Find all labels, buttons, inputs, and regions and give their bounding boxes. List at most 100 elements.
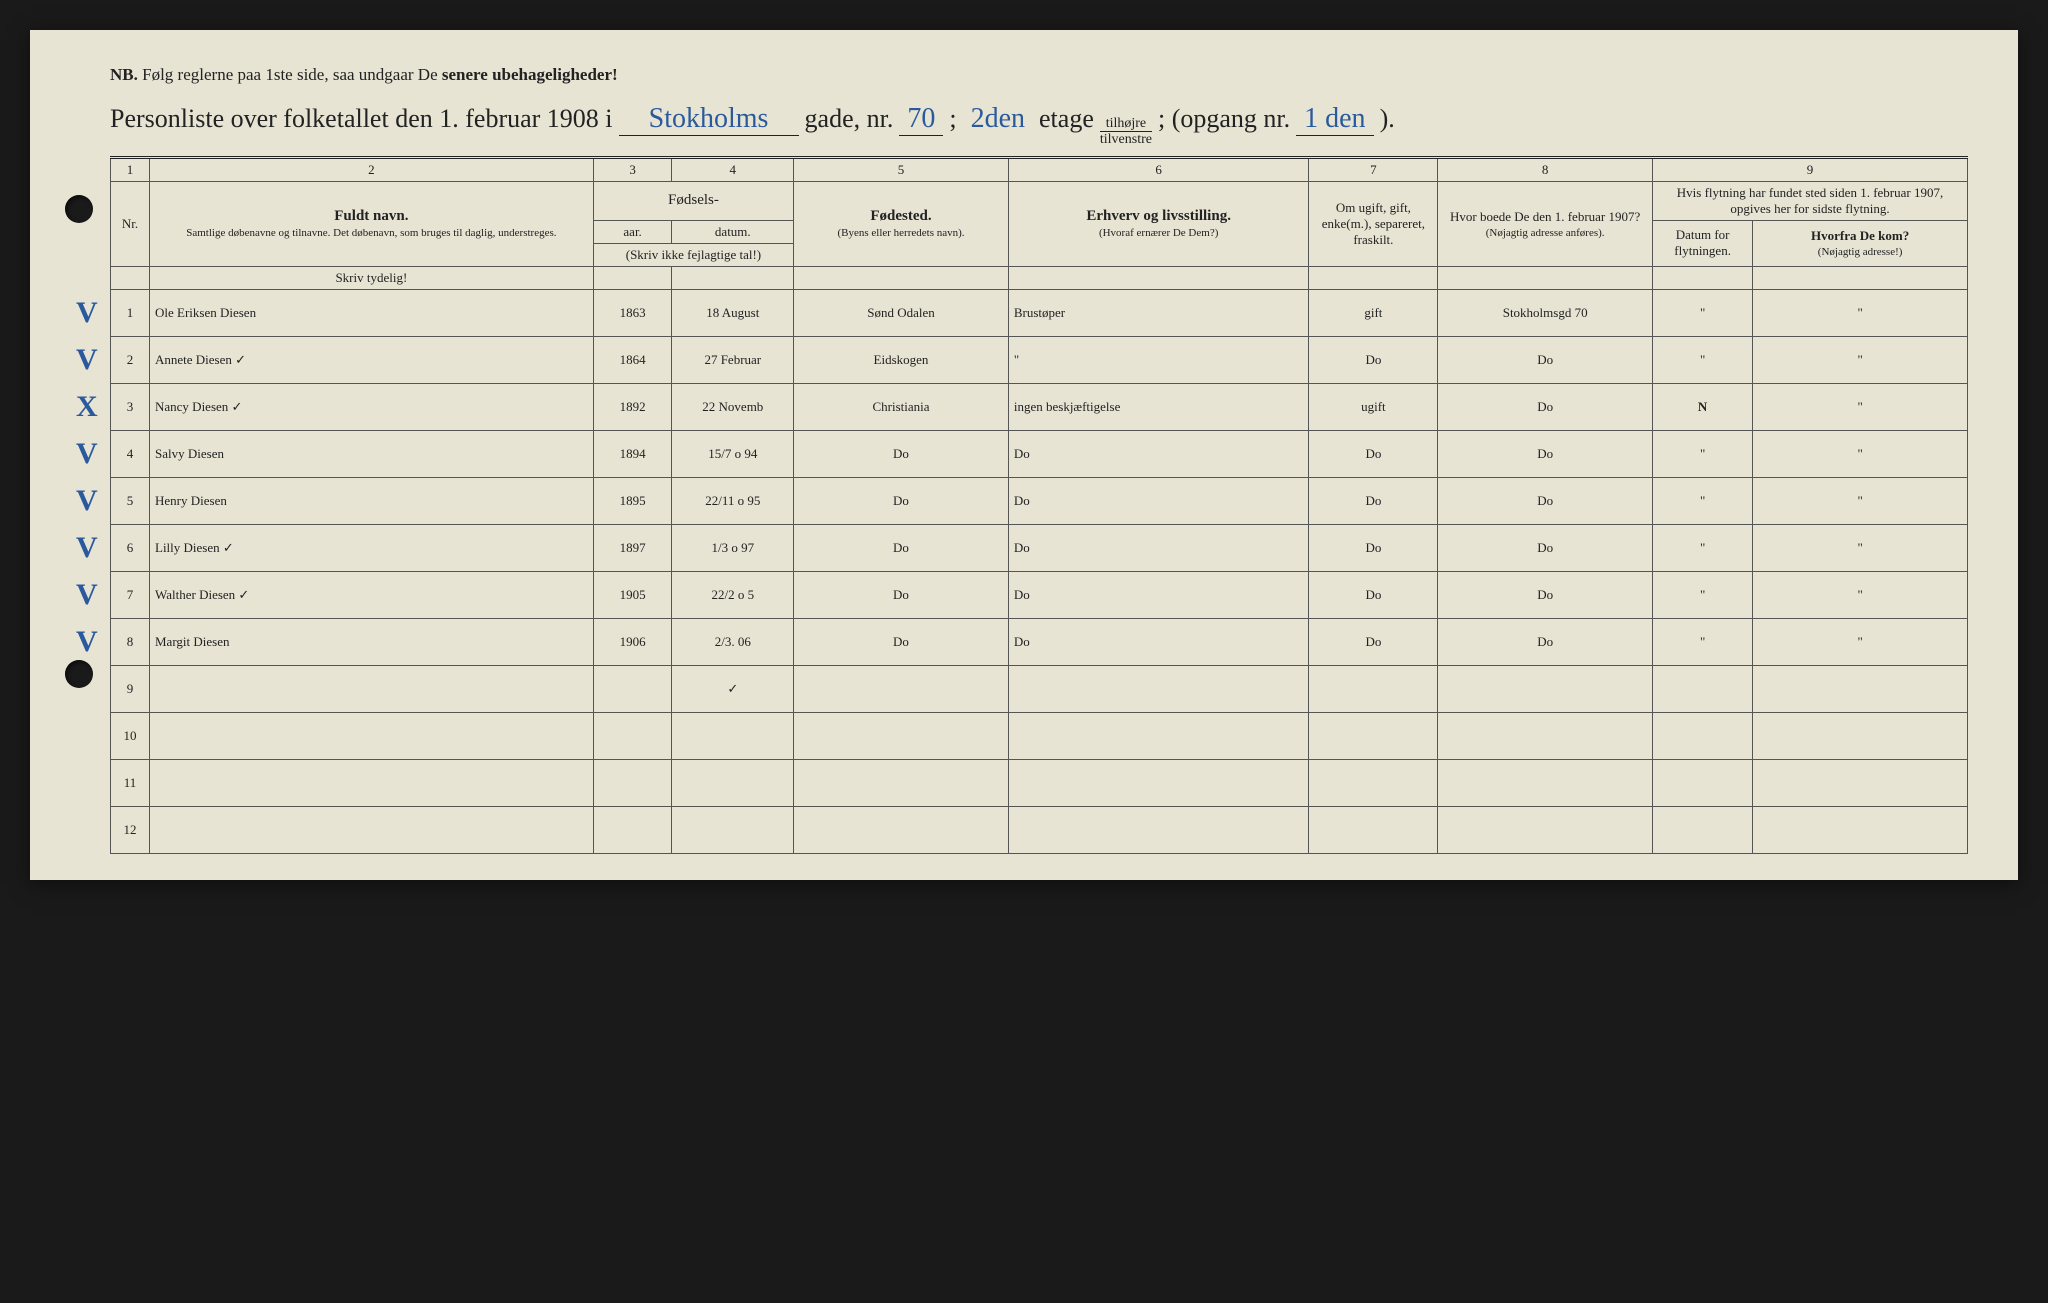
person-name — [150, 759, 594, 806]
birthplace — [794, 665, 1009, 712]
person-name — [150, 712, 594, 759]
birth-date: 18 August — [672, 289, 794, 336]
occupation: " — [1008, 336, 1309, 383]
move-from — [1753, 712, 1968, 759]
header-birthplace: Fødested. (Byens eller herredets navn). — [794, 181, 1009, 266]
occupation: Do — [1008, 571, 1309, 618]
check-mark-icon: V — [76, 578, 98, 612]
prev-address: Do — [1438, 336, 1653, 383]
occupation: Brustøper — [1008, 289, 1309, 336]
move-from — [1753, 665, 1968, 712]
header-name-label: Fuldt navn. — [334, 208, 408, 224]
birth-year: 1897 — [593, 524, 672, 571]
col-num: 7 — [1309, 157, 1438, 181]
check-mark-icon: V — [76, 484, 98, 518]
header-move-from: Hvorfra De kom? (Nøjagtig adresse!) — [1753, 220, 1968, 266]
table-row: V2Annete Diesen ✓186427 FebruarEidskogen… — [111, 336, 1968, 383]
birth-year: 1906 — [593, 618, 672, 665]
birth-year — [593, 665, 672, 712]
marital-status: Do — [1309, 430, 1438, 477]
header-row-1: Nr. Fuldt navn. Samtlige døbenavne og ti… — [111, 181, 1968, 220]
move-date: " — [1653, 336, 1753, 383]
prev-address: Do — [1438, 383, 1653, 430]
prev-address: Do — [1438, 571, 1653, 618]
col-num: 3 — [593, 157, 672, 181]
row-number: 9 — [111, 665, 150, 712]
marital-status: gift — [1309, 289, 1438, 336]
close-paren: ). — [1380, 104, 1395, 134]
header-birth-note: (Skriv ikke fejlagtige tal!) — [593, 243, 793, 266]
birth-year: 1863 — [593, 289, 672, 336]
birth-date: 27 Februar — [672, 336, 794, 383]
header-move: Hvis flytning har fundet sted siden 1. f… — [1653, 181, 1968, 220]
move-from: " — [1753, 430, 1968, 477]
birth-year — [593, 712, 672, 759]
side-top: tilhøjre — [1100, 116, 1152, 132]
skriv-tydelig: Skriv tydelig! — [150, 266, 594, 289]
header-move-date: Datum for flytningen. — [1653, 220, 1753, 266]
prev-address — [1438, 759, 1653, 806]
skriv-tydelig-row: Skriv tydelig! — [111, 266, 1968, 289]
nb-text-2: senere ubehageligheder! — [442, 65, 618, 84]
birth-year: 1864 — [593, 336, 672, 383]
marital-status — [1309, 665, 1438, 712]
header-addr-sub: (Nøjagtig adresse anføres). — [1443, 227, 1647, 239]
row-number: V2 — [111, 336, 150, 383]
move-date — [1653, 806, 1753, 853]
occupation — [1008, 806, 1309, 853]
birthplace: Do — [794, 618, 1009, 665]
row-number: V1 — [111, 289, 150, 336]
birth-year — [593, 806, 672, 853]
marital-status: Do — [1309, 477, 1438, 524]
birth-date: 15/7 o 94 — [672, 430, 794, 477]
table-row: V4Salvy Diesen189415/7 o 94DoDoDoDo"" — [111, 430, 1968, 477]
row-number: 12 — [111, 806, 150, 853]
table-row: V8Margit Diesen19062/3. 06DoDoDoDo"" — [111, 618, 1968, 665]
col-num: 4 — [672, 157, 794, 181]
table-row: 10 — [111, 712, 1968, 759]
birth-date: 22 Novemb — [672, 383, 794, 430]
check-mark-icon: V — [76, 625, 98, 659]
move-from: " — [1753, 571, 1968, 618]
header-move-from-sub: (Nøjagtig adresse!) — [1758, 246, 1962, 258]
birth-date — [672, 759, 794, 806]
person-name: Walther Diesen ✓ — [150, 571, 594, 618]
punch-hole-icon — [65, 660, 93, 688]
street-name: Stokholms — [619, 103, 799, 136]
person-name — [150, 806, 594, 853]
prev-address — [1438, 665, 1653, 712]
title-prefix: Personliste over folketallet den 1. febr… — [110, 104, 613, 134]
prev-address — [1438, 806, 1653, 853]
person-name: Henry Diesen — [150, 477, 594, 524]
move-from — [1753, 759, 1968, 806]
row-number: V4 — [111, 430, 150, 477]
birth-year — [593, 759, 672, 806]
header-occupation: Erhverv og livsstilling. (Hvoraf ernærer… — [1008, 181, 1309, 266]
gade-label: gade, nr. — [805, 104, 894, 134]
marital-status — [1309, 712, 1438, 759]
header-marital: Om ugift, gift, enke(m.), separeret, fra… — [1309, 181, 1438, 266]
birth-date: 1/3 o 97 — [672, 524, 794, 571]
etage-label: etage — [1039, 104, 1094, 134]
side-bottom: tilvenstre — [1100, 132, 1152, 147]
header-birthplace-sub: (Byens eller herredets navn). — [799, 227, 1003, 239]
birth-year: 1894 — [593, 430, 672, 477]
move-from: " — [1753, 336, 1968, 383]
col-num: 5 — [794, 157, 1009, 181]
row-number: V6 — [111, 524, 150, 571]
occupation: Do — [1008, 477, 1309, 524]
birth-year: 1895 — [593, 477, 672, 524]
row-number: 10 — [111, 712, 150, 759]
prev-address: Stokholmsgd 70 — [1438, 289, 1653, 336]
person-name: Ole Eriksen Diesen — [150, 289, 594, 336]
prev-address: Do — [1438, 618, 1653, 665]
occupation: Do — [1008, 524, 1309, 571]
header-name-sub: Samtlige døbenavne og tilnavne. Det døbe… — [155, 227, 588, 239]
person-name: Lilly Diesen ✓ — [150, 524, 594, 571]
header-year: aar. — [593, 220, 672, 243]
birth-year: 1892 — [593, 383, 672, 430]
row-number: V7 — [111, 571, 150, 618]
header-name: Fuldt navn. Samtlige døbenavne og tilnav… — [150, 181, 594, 266]
nb-label: NB. — [110, 65, 138, 84]
marital-status — [1309, 759, 1438, 806]
